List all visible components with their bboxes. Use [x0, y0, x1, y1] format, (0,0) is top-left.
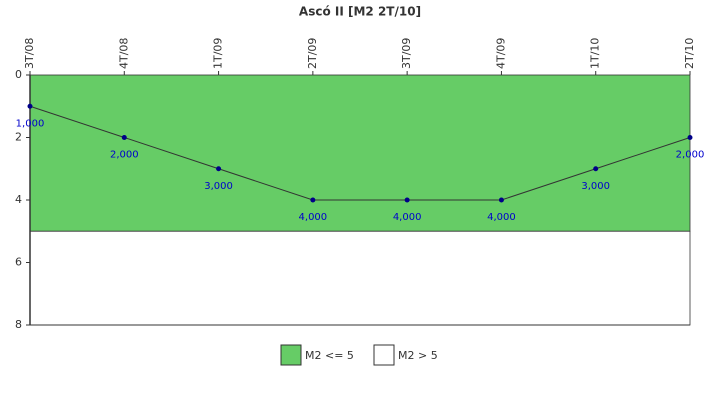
- x-tick-label: 3T/09: [400, 38, 413, 69]
- point: [404, 197, 410, 203]
- legend-label: M2 <= 5: [305, 349, 354, 362]
- value-label: 4,000: [393, 212, 422, 223]
- y-tick-label: 4: [15, 193, 22, 206]
- point: [310, 197, 316, 203]
- y-tick-label: 8: [15, 318, 22, 331]
- chart-title: Ascó II [M2 2T/10]: [299, 5, 421, 19]
- x-tick-label: 4T/09: [494, 38, 507, 69]
- x-tick-label: 1T/10: [589, 38, 602, 69]
- legend-swatch: [373, 344, 395, 366]
- x-tick-label: 3T/08: [23, 38, 36, 69]
- value-label: 4,000: [299, 212, 328, 223]
- series-line: [29, 105, 691, 201]
- value-label: 3,000: [204, 181, 233, 192]
- x-tick-label: 2T/09: [306, 38, 319, 69]
- y-tick-label: 2: [15, 131, 22, 144]
- x-tick-label: 2T/10: [683, 38, 696, 69]
- y-tick-label: 6: [15, 256, 22, 269]
- band: [29, 230, 691, 326]
- value-label: 4,000: [487, 212, 516, 223]
- value-label: 1,000: [16, 118, 45, 129]
- x-tick-label: 1T/09: [212, 38, 225, 69]
- value-label: 2,000: [676, 150, 705, 161]
- value-label: 3,000: [581, 181, 610, 192]
- point: [593, 166, 599, 172]
- x-tick-label: 4T/08: [117, 38, 130, 69]
- legend-swatch: [280, 344, 302, 366]
- y-tick-label: 0: [15, 68, 22, 81]
- value-label: 2,000: [110, 150, 139, 161]
- band: [29, 74, 691, 232]
- point: [498, 197, 504, 203]
- legend-label: M2 > 5: [398, 349, 438, 362]
- point: [216, 166, 222, 172]
- point: [27, 103, 33, 109]
- point: [121, 135, 127, 140]
- point: [687, 135, 693, 140]
